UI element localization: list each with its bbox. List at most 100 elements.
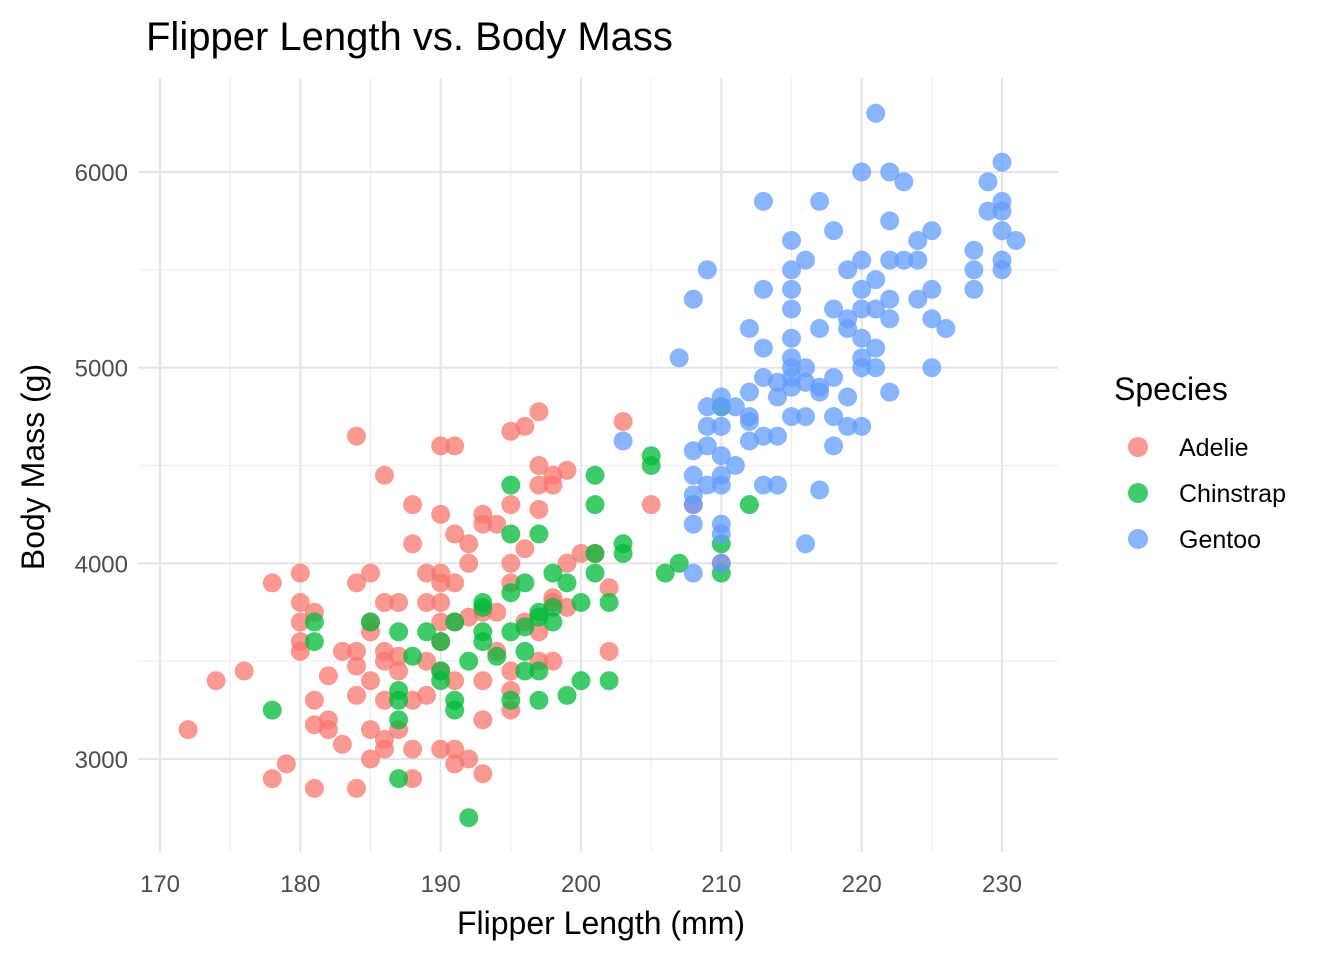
gentoo-point (669, 348, 689, 368)
adelie-point (375, 465, 394, 485)
adelie-point (403, 495, 423, 515)
chinstrap-point (487, 646, 507, 666)
gentoo-point (753, 191, 773, 211)
gentoo-point (753, 475, 773, 495)
legend-swatch (1128, 529, 1148, 549)
gentoo-point (683, 563, 703, 583)
gentoo-point (796, 534, 815, 554)
adelie-point (459, 534, 479, 554)
grid-lines (138, 78, 1058, 852)
y-axis-ticks: 3000 4000 5000 6000 (75, 160, 128, 774)
adelie-point (445, 671, 465, 691)
gentoo-point (908, 289, 928, 309)
gentoo-point (753, 338, 773, 358)
x-tick-label: 220 (842, 871, 882, 898)
legend-swatch (1128, 483, 1148, 503)
y-tick-label: 5000 (75, 356, 128, 383)
chinstrap-point (571, 671, 591, 691)
legend: Species Adelie Chinstrap Gentoo (1114, 371, 1286, 554)
gentoo-point (880, 382, 900, 402)
chinstrap-point (431, 671, 451, 691)
chinstrap-point (389, 690, 409, 710)
adelie-point (431, 612, 451, 632)
gentoo-point (838, 416, 858, 436)
gentoo-point (697, 475, 717, 495)
chart-title: Flipper Length vs. Body Mass (146, 15, 673, 59)
adelie-point (347, 778, 366, 798)
adelie-point (417, 593, 437, 612)
adelie-point (403, 534, 423, 554)
gentoo-point (964, 279, 984, 299)
gentoo-point (824, 407, 844, 427)
gentoo-point (824, 299, 844, 319)
gentoo-point (852, 416, 872, 436)
gentoo-point (782, 279, 801, 299)
gentoo-point (782, 407, 801, 427)
gentoo-point (683, 465, 703, 485)
gentoo-point (782, 328, 801, 348)
chinstrap-point (585, 563, 605, 583)
chinstrap-point (515, 661, 535, 681)
adelie-point (487, 514, 507, 534)
adelie-point (431, 436, 451, 456)
gentoo-point (725, 397, 745, 417)
gentoo-point (711, 475, 731, 495)
adelie-point (459, 553, 479, 573)
chinstrap-point (515, 617, 535, 637)
adelie-point (529, 456, 549, 475)
gentoo-point (768, 475, 787, 495)
adelie-point (557, 460, 577, 480)
adelie-point (529, 402, 549, 422)
series-gentoo (613, 103, 1026, 583)
x-axis-ticks: 170 180 190 200 210 220 230 (140, 871, 1022, 898)
adelie-point (473, 710, 493, 730)
x-tick-label: 230 (982, 871, 1022, 898)
chinstrap-point (389, 769, 409, 789)
adelie-point (389, 661, 409, 681)
gentoo-point (796, 250, 815, 270)
chinstrap-point (361, 612, 380, 632)
gentoo-point (880, 250, 900, 270)
adelie-point (445, 436, 465, 456)
gentoo-point (992, 201, 1012, 221)
gentoo-point (852, 279, 872, 299)
gentoo-point (922, 358, 942, 378)
chinstrap-point (417, 622, 437, 642)
chinstrap-point (445, 700, 465, 720)
chinstrap-point (459, 651, 479, 671)
adelie-point (347, 656, 366, 676)
x-tick-label: 210 (701, 871, 741, 898)
gentoo-point (697, 260, 717, 280)
chinstrap-point (431, 632, 451, 652)
adelie-point (431, 573, 451, 593)
adelie-point (403, 739, 423, 759)
adelie-point (501, 553, 521, 573)
gentoo-point (768, 387, 787, 407)
adelie-point (431, 504, 451, 524)
adelie-point (262, 769, 282, 789)
gentoo-point (880, 211, 900, 231)
adelie-point (557, 553, 577, 573)
gentoo-point (1006, 231, 1026, 250)
adelie-point (389, 593, 409, 612)
adelie-point (473, 671, 493, 691)
gentoo-point (753, 426, 773, 446)
adelie-point (347, 573, 366, 593)
legend-label: Gentoo (1179, 526, 1261, 554)
adelie-point (431, 739, 451, 759)
gentoo-point (936, 319, 956, 338)
series-chinstrap (262, 397, 759, 828)
chinstrap-point (529, 661, 549, 681)
x-tick-label: 190 (421, 871, 461, 898)
adelie-point (206, 671, 226, 691)
chinstrap-point (501, 475, 521, 495)
legend-swatch (1128, 437, 1148, 457)
gentoo-point (711, 524, 731, 544)
x-tick-label: 200 (561, 871, 601, 898)
gentoo-point (697, 436, 717, 456)
adelie-point (375, 739, 394, 759)
adelie-point (347, 426, 366, 446)
adelie-point (515, 416, 535, 436)
gentoo-point (725, 456, 745, 475)
